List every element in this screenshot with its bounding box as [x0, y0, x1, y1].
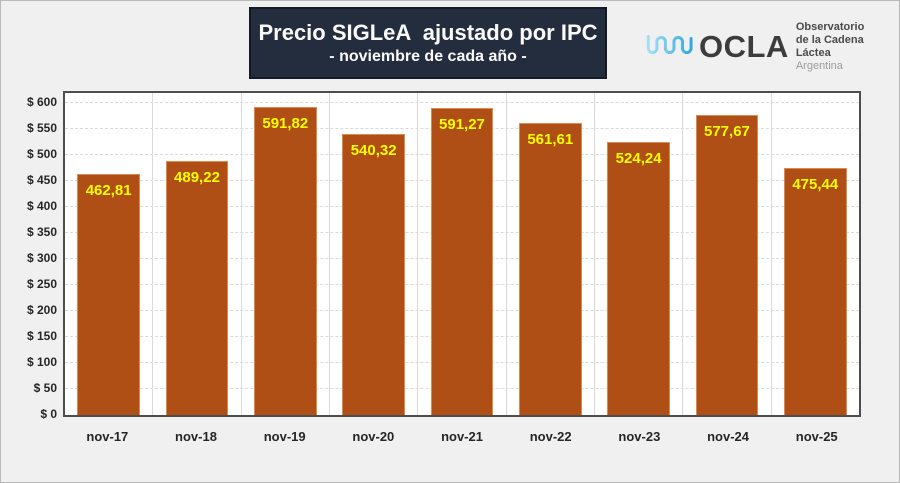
x-axis: nov-17 nov-18 nov-19 nov-20 nov-21 nov-22 nov-…	[63, 429, 861, 444]
category-cell: 591,82	[240, 93, 329, 415]
category-cell: 475,44	[770, 93, 859, 415]
bar-nov-25: 475,44	[783, 167, 847, 415]
logo-name: OCLA	[699, 29, 789, 64]
y-tick-label: $ 550	[26, 121, 57, 135]
ocla-logo: OCLA Observatorio de la Cadena Láctea Ar…	[645, 21, 899, 73]
chart-subtitle: - noviembre de cada año -	[329, 47, 527, 65]
bar-nov-23: 524,24	[607, 142, 671, 415]
bar-value-label: 462,81	[85, 182, 132, 200]
bar-value-label: 489,22	[174, 168, 220, 186]
x-tick-label: nov-19	[263, 429, 306, 444]
y-tick-label: $ 500	[26, 147, 57, 161]
y-tick-label: $ 450	[26, 173, 57, 187]
category-cell: 561,61	[505, 93, 594, 415]
y-tick-label: $ 600	[26, 95, 57, 109]
bar-nov-18: 489,22	[165, 160, 229, 415]
category-cell: 524,24	[593, 93, 682, 415]
chart-title: Precio SIGLeA ajustado por IPC	[258, 19, 598, 45]
bar-chart: $ 0 $ 50 $ 100 $ 150 $ 200 $ 250 $ 300 $ 350 $ 4…	[1, 89, 899, 461]
logo-desc-line2: de la Cadena Láctea	[795, 34, 864, 59]
bar-nov-17: 462,81	[77, 174, 141, 415]
y-tick-label: $ 50	[33, 381, 57, 395]
y-tick-label: $ 400	[26, 199, 57, 213]
bar-value-label: 591,27	[439, 115, 485, 133]
category-cell: 591,27	[417, 93, 505, 415]
category-cell: 540,32	[328, 93, 417, 415]
y-tick-label: $ 0	[40, 407, 57, 421]
y-tick-label: $ 350	[26, 225, 57, 239]
bar-nov-24: 577,67	[695, 114, 759, 415]
x-tick-label: nov-22	[529, 429, 572, 444]
plot-area: 462,81 489,22 591,82 540,32 591,27 561,61 524,…	[63, 91, 861, 417]
x-tick-label: nov-21	[441, 429, 483, 444]
bar-value-label: 475,44	[792, 175, 839, 193]
bar-value-label: 577,67	[704, 122, 750, 140]
bar-nov-22: 561,61	[518, 122, 582, 415]
logo-desc-line3: Argentina	[795, 60, 843, 72]
y-tick-label: $ 250	[26, 277, 57, 291]
logo-description: Observatorio de la Cadena Láctea Argenti…	[796, 21, 899, 73]
x-tick-label: nov-25	[795, 429, 838, 444]
bar-nov-19: 591,82	[253, 107, 317, 415]
categories: 462,81 489,22 591,82 540,32 591,27 561,61 524,…	[65, 93, 859, 415]
x-tick-label: nov-23	[618, 429, 661, 444]
y-axis: $ 0 $ 50 $ 100 $ 150 $ 200 $ 250 $ 300 $ 350 $ 4…	[1, 89, 57, 421]
x-tick-label: nov-24	[707, 429, 749, 444]
category-cell: 577,67	[682, 93, 770, 415]
bar-nov-20: 540,32	[342, 134, 406, 415]
x-tick-label: nov-17	[86, 429, 129, 444]
bar-value-label: 540,32	[350, 142, 397, 160]
x-tick-label: nov-18	[175, 429, 217, 444]
y-tick-label: $ 150	[26, 329, 57, 343]
category-cell: 489,22	[152, 93, 240, 415]
x-tick-label: nov-20	[352, 429, 395, 444]
y-tick-label: $ 300	[26, 251, 57, 265]
bar-nov-21: 591,27	[430, 107, 494, 415]
bar-value-label: 591,82	[262, 115, 309, 133]
gridline	[65, 102, 859, 103]
category-cell: 462,81	[65, 93, 152, 415]
wave-icon	[645, 28, 695, 67]
y-tick-label: $ 200	[26, 303, 57, 317]
y-tick-label: $ 100	[26, 355, 57, 369]
bar-value-label: 561,61	[527, 130, 574, 148]
chart-title-box: Precio SIGLeA ajustado por IPC - noviemb…	[249, 7, 607, 79]
logo-desc-line1: Observatorio	[795, 21, 865, 33]
bar-value-label: 524,24	[615, 150, 662, 168]
